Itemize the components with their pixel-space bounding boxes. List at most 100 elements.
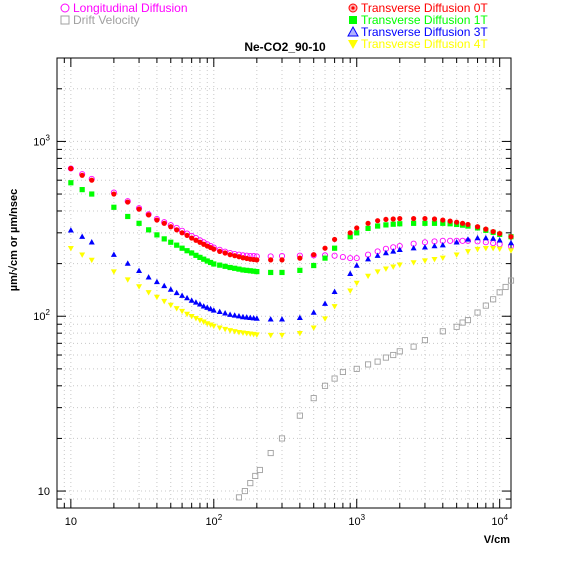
data-point <box>411 220 417 226</box>
data-point <box>189 235 195 241</box>
data-point <box>465 221 471 228</box>
data-point <box>431 242 438 249</box>
data-point <box>217 248 223 254</box>
data-point <box>311 262 317 269</box>
data-point <box>232 265 238 271</box>
data-point <box>136 284 143 290</box>
data-point <box>184 232 190 238</box>
data-point <box>297 267 303 273</box>
data-point <box>353 365 360 372</box>
x-tick-label: 104 <box>491 513 508 528</box>
data-point <box>382 354 389 361</box>
data-point <box>331 236 338 243</box>
legend-label: Transverse Diffusion 1T <box>361 13 488 27</box>
data-point <box>204 304 211 310</box>
data-point <box>447 218 453 224</box>
data-point <box>347 270 354 276</box>
data-point <box>431 256 438 263</box>
data-point <box>179 245 185 251</box>
data-point <box>254 257 260 263</box>
data-point <box>253 332 260 338</box>
data-point <box>67 245 74 252</box>
data-point <box>167 286 174 292</box>
data-point <box>136 220 142 226</box>
data-point <box>454 219 460 225</box>
data-point <box>447 237 454 244</box>
data-point <box>188 314 195 320</box>
data-point <box>231 312 238 318</box>
data-point <box>222 326 229 333</box>
data-point <box>322 300 329 306</box>
data-point <box>410 343 417 350</box>
series-2 <box>68 165 514 263</box>
data-point <box>89 191 95 197</box>
data-point <box>365 361 372 368</box>
data-point <box>375 218 381 224</box>
data-point <box>173 306 180 312</box>
data-point <box>188 297 195 303</box>
data-point <box>79 233 86 239</box>
data-point <box>374 252 381 258</box>
legend-label: Drift Velocity <box>73 13 140 27</box>
data-point <box>508 239 514 246</box>
data-point <box>125 199 131 205</box>
data-point <box>268 269 274 276</box>
data-point <box>251 268 257 274</box>
data-point <box>136 206 142 212</box>
data-point <box>410 260 417 266</box>
data-point <box>374 358 381 365</box>
data-point <box>184 311 191 318</box>
data-point <box>196 317 203 324</box>
data-point <box>68 165 74 172</box>
data-point <box>482 234 489 241</box>
series-5 <box>67 245 514 339</box>
data-point <box>297 255 303 261</box>
data-point <box>216 325 223 331</box>
data-point <box>153 278 160 285</box>
data-point <box>207 305 214 312</box>
data-point <box>421 244 428 250</box>
legend-label: Longitudinal Diffusion <box>73 1 188 15</box>
data-point <box>161 282 168 289</box>
data-point <box>411 215 417 222</box>
data-point <box>111 191 117 197</box>
data-point <box>347 234 353 240</box>
data-point <box>136 267 143 273</box>
data-point <box>496 246 503 253</box>
data-point <box>496 237 503 243</box>
data-point <box>440 217 446 223</box>
data-point <box>353 255 360 262</box>
data-point <box>331 304 338 310</box>
data-point <box>67 227 74 233</box>
data-point <box>193 237 199 243</box>
data-point <box>256 466 263 474</box>
series-4 <box>67 227 514 322</box>
data-point <box>422 220 428 226</box>
legend-marker <box>349 16 357 24</box>
data-point <box>243 314 250 320</box>
x-tick-label: 103 <box>348 513 365 528</box>
data-point <box>197 254 203 261</box>
data-point <box>240 267 246 273</box>
data-point <box>431 220 438 226</box>
data-point <box>179 308 186 315</box>
data-point <box>354 225 360 231</box>
data-point <box>154 217 160 223</box>
y-axis-label: µm/√cm or µm/nsec <box>8 189 20 291</box>
data-point <box>331 288 338 294</box>
data-point <box>161 220 167 226</box>
data-point <box>474 234 481 241</box>
data-point <box>339 254 346 261</box>
data-point <box>321 382 329 389</box>
data-point <box>508 234 514 240</box>
data-point <box>474 309 481 316</box>
data-point <box>200 319 207 325</box>
data-point <box>390 351 397 359</box>
data-point <box>192 299 199 305</box>
data-point <box>227 264 233 271</box>
data-point <box>267 332 274 339</box>
data-point <box>507 277 515 284</box>
data-point <box>422 215 428 222</box>
data-point <box>154 232 160 238</box>
